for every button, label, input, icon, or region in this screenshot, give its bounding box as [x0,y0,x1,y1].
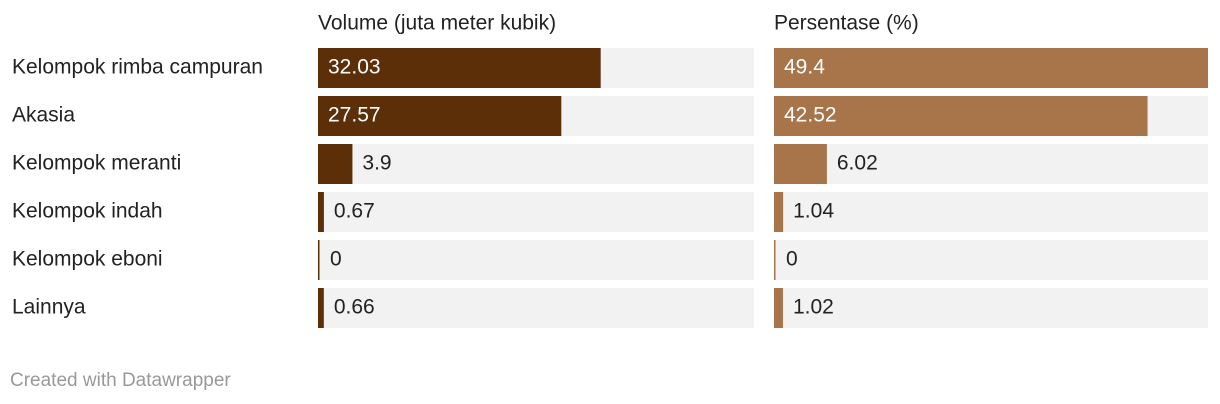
value-label: 1.02 [793,296,834,319]
category-label: Kelompok indah [12,200,163,223]
bar-background [774,192,1208,232]
value-label: 6.02 [837,152,878,175]
bar [774,288,783,328]
category-label: Akasia [12,104,75,127]
bar [774,192,784,232]
value-label: 42.52 [784,104,837,127]
value-label: 32.03 [328,56,381,79]
value-label: 3.9 [362,152,391,175]
bar-background [318,288,754,328]
value-label: 0.67 [334,200,375,223]
bar [318,144,353,184]
value-label: 0.66 [334,296,375,319]
bar-background [774,288,1208,328]
value-label: 0 [330,248,342,271]
bar-background [774,144,1208,184]
bar [318,48,601,88]
zero-line [774,240,776,280]
category-label: Lainnya [12,296,86,319]
bar [774,96,1148,136]
bar [318,288,324,328]
panel-header: Volume (juta meter kubik) [318,12,556,35]
bar [318,192,324,232]
category-label: Kelompok rimba campuran [12,56,263,79]
zero-line [318,240,320,280]
value-label: 0 [786,248,798,271]
category-label: Kelompok eboni [12,248,163,271]
bar-background [774,240,1208,280]
value-label: 27.57 [328,104,381,127]
category-label: Kelompok meranti [12,152,181,175]
value-label: 1.04 [793,200,834,223]
bar-background [318,144,754,184]
bar-background [318,240,754,280]
credit: Created with Datawrapper [10,370,231,391]
panel-header: Persentase (%) [774,12,919,35]
value-label: 49.4 [784,56,825,79]
bar [774,48,1208,88]
bar [774,144,827,184]
bar [318,96,562,136]
bar-background [318,192,754,232]
